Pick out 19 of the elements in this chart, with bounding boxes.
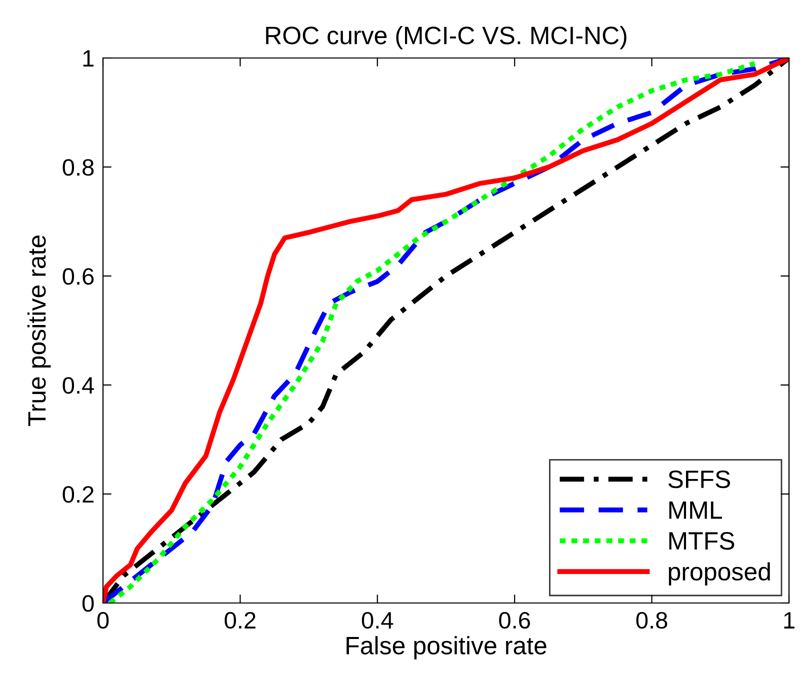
- y-tick-label: 0.2: [62, 486, 94, 503]
- x-tick-label: 0.4: [362, 612, 394, 629]
- y-tick-label: 0.6: [62, 268, 94, 285]
- y-tick-label: 0.4: [62, 377, 94, 394]
- legend-label: MTFS: [669, 532, 734, 550]
- x-axis-title: False positive rate: [346, 636, 546, 660]
- legend-label: proposed: [668, 562, 770, 586]
- x-tick-label: 0: [97, 612, 109, 629]
- y-tick-label: 0.8: [62, 159, 94, 176]
- y-tick-label: 1: [83, 50, 94, 67]
- chart-title: ROC curve (MCI-C VS. MCI-NC): [266, 26, 626, 50]
- y-tick-label: 0: [82, 595, 94, 612]
- x-tick-label: 1: [784, 612, 794, 628]
- legend-label: SFFS: [668, 470, 730, 488]
- legend-label: MML: [669, 502, 722, 519]
- x-tick-label: 0.8: [636, 612, 668, 629]
- x-tick-label: 0.2: [224, 612, 256, 629]
- y-axis-title: True positive rate: [27, 236, 51, 426]
- x-tick-label: 0.6: [499, 612, 530, 629]
